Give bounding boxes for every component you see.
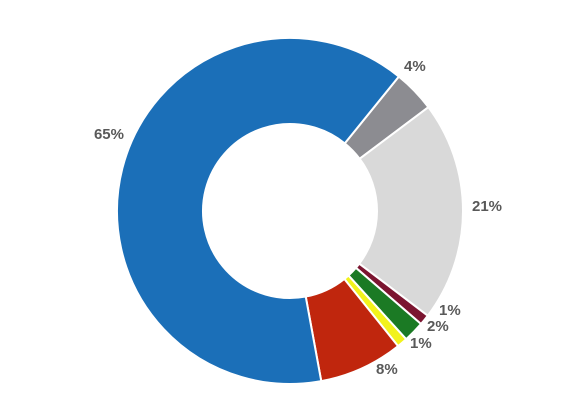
donut-slice-1 [358,106,464,317]
slice-label-0: 4% [404,58,426,75]
slice-label-1: 21% [472,198,502,215]
slice-label-6: 65% [94,126,124,143]
slice-label-4: 1% [410,335,432,352]
donut-slice-6 [115,37,400,385]
slice-label-2: 1% [439,302,461,319]
donut-slices [115,37,464,385]
slice-label-3: 2% [427,318,449,335]
slice-label-5: 8% [376,361,398,378]
donut-labels: 4% 21% 1%2%1% 8% 65% [94,58,502,378]
